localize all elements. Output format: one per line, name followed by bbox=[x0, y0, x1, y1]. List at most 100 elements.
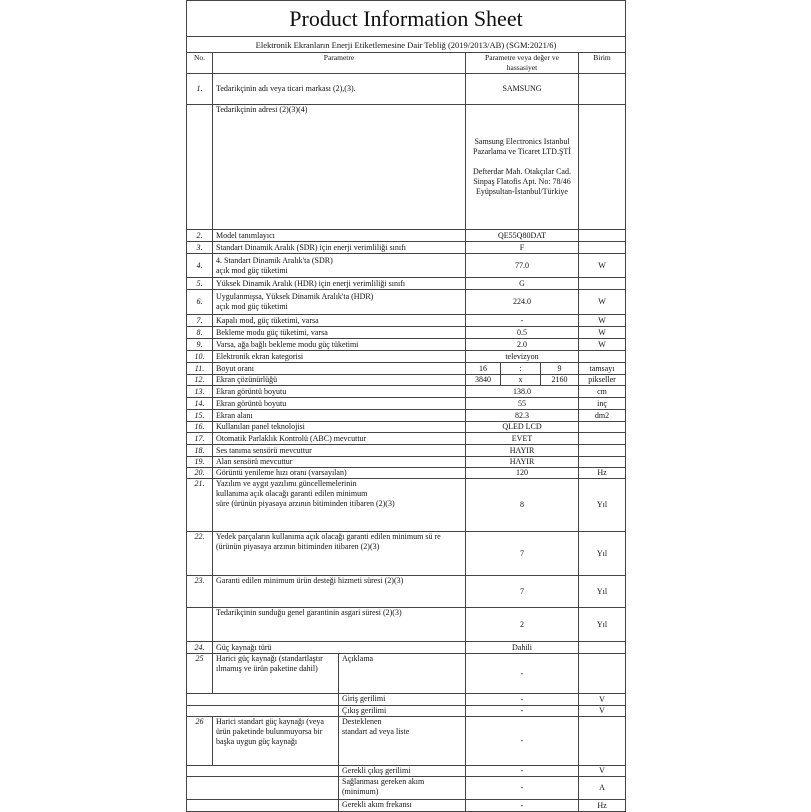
table-row: 17. Otomatik Parlaklık Kontrolü (ABC) mev… bbox=[186, 432, 627, 445]
table-row: 20. Görüntü yenileme hızı oranı (varsayıl… bbox=[186, 467, 627, 479]
parameter-value: G bbox=[465, 277, 579, 290]
parameter-label: Ekran görüntü boyutu bbox=[212, 397, 466, 410]
value-part: x bbox=[500, 374, 541, 386]
unit bbox=[577, 241, 627, 254]
unit: Yıl bbox=[577, 607, 627, 642]
parameter-value: Samsung Electronics Istanbul Pazarlama v… bbox=[465, 104, 579, 230]
sub-parameter-label: Gerekli çıkış gerilimi bbox=[338, 765, 466, 777]
parameter-value: EVET bbox=[465, 432, 579, 445]
unit: A bbox=[577, 776, 627, 800]
parameter-label: Uygulanmışsa, Yüksek Dinamik Aralık'ta (… bbox=[212, 289, 466, 315]
parameter-value: - bbox=[465, 705, 579, 717]
table-row: 10. Elektronik ekran kategorisi televizyon bbox=[186, 350, 627, 363]
row-number: 24. bbox=[186, 641, 213, 654]
row-number: 7. bbox=[186, 314, 213, 327]
parameter-label: Güç kaynağı türü bbox=[212, 641, 466, 654]
header-param: Parametre bbox=[212, 52, 466, 74]
parameter-value: 0.5 bbox=[465, 326, 579, 339]
parameter-label: Görüntü yenileme hızı oranı (varsayılan) bbox=[212, 467, 466, 479]
parameter-value: 2 bbox=[465, 607, 579, 642]
row-number: 18. bbox=[186, 444, 213, 457]
row-number: 13. bbox=[186, 385, 213, 398]
row-number: 10. bbox=[186, 350, 213, 363]
empty-cell bbox=[186, 799, 339, 812]
row-number: 6. bbox=[186, 289, 213, 315]
parameter-value: televizyon bbox=[465, 350, 579, 363]
row-number: 14. bbox=[186, 397, 213, 410]
row-number: 11. bbox=[186, 362, 213, 375]
unit: Hz bbox=[577, 467, 627, 479]
parameter-value: - bbox=[465, 693, 579, 706]
value-part: 2160 bbox=[540, 374, 579, 386]
parameter-value: 77.0 bbox=[465, 253, 579, 278]
table-row: Sağlanması gereken akım (minimum) - A bbox=[186, 776, 627, 800]
parameter-value: QLED LCD bbox=[465, 421, 579, 433]
parameter-label: Yazılım ve aygıt yazılımı güncellemeleri… bbox=[212, 478, 466, 532]
sub-parameter-label: Sağlanması gereken akım (minimum) bbox=[338, 776, 466, 800]
sub-parameter-label: Desteklenen standart ad veya liste bbox=[338, 716, 466, 766]
parameter-value: - bbox=[465, 653, 579, 694]
table-row: 8. Bekleme modu güç tüketimi, varsa 0.5 W bbox=[186, 326, 627, 339]
table-row: 22. Yedek parçaların kullanıma açık olaca… bbox=[186, 531, 627, 576]
parameter-value: Dahili bbox=[465, 641, 579, 654]
row-number: 12. bbox=[186, 374, 213, 386]
parameter-value: QE55Q80DAT bbox=[465, 229, 579, 242]
parameter-label: Harici standart güç kaynağı (veya ürün p… bbox=[212, 716, 339, 766]
parameter-label: Kullanılan panel teknolojisi bbox=[212, 421, 466, 433]
value-part: 3840 bbox=[465, 374, 501, 386]
parameter-label: Ekran çözünürlüğü bbox=[212, 374, 466, 386]
parameter-value: F bbox=[465, 241, 579, 254]
regulation-subtitle: Elektronik Ekranların Enerji Etiketlemes… bbox=[185, 36, 627, 53]
row-number: 9. bbox=[186, 338, 213, 351]
parameter-value: - bbox=[465, 799, 579, 812]
parameter-label: Model tanımlayıcı bbox=[212, 229, 466, 242]
table-row: 25 Harici güç kaynağı (standartlaştır ılm… bbox=[186, 653, 627, 694]
sub-parameter-label: Çıkış gerilimi bbox=[338, 705, 466, 717]
table-row: Tedarikçinin adresi (2)(3)(4) Samsung Ele… bbox=[186, 104, 627, 230]
page-title: Product Information Sheet bbox=[185, 0, 627, 37]
unit bbox=[577, 444, 627, 457]
unit: V bbox=[577, 705, 627, 717]
parameter-value: - bbox=[465, 765, 579, 777]
parameter-label: Tedarikçinin sunduğu genel garantinin as… bbox=[212, 607, 466, 642]
parameter-value: - bbox=[465, 314, 579, 327]
parameter-label: Varsa, ağa bağlı bekleme modu güç tüketi… bbox=[212, 338, 466, 351]
parameter-value: - bbox=[465, 776, 579, 800]
row-number: 3. bbox=[186, 241, 213, 254]
product-information-table: Product Information Sheet Elektronik Ekr… bbox=[185, 0, 627, 812]
parameter-label: Boyut oranı bbox=[212, 362, 466, 375]
parameter-label: Garanti edilen minimum ürün desteği hizm… bbox=[212, 575, 466, 608]
unit bbox=[577, 73, 627, 105]
row-number bbox=[186, 104, 213, 230]
table-row: 12. Ekran çözünürlüğü 3840 x 2160 pikseller bbox=[186, 374, 627, 386]
parameter-label: 4. Standart Dinamik Aralık'ta (SDR) açık… bbox=[212, 253, 466, 278]
row-number bbox=[186, 607, 213, 642]
table-row: 15. Ekran alanı 82.3 dm2 bbox=[186, 409, 627, 422]
empty-cell bbox=[186, 693, 339, 706]
value-part: : bbox=[500, 362, 541, 375]
unit: V bbox=[577, 693, 627, 706]
parameter-label: Elektronik ekran kategorisi bbox=[212, 350, 466, 363]
row-number: 17. bbox=[186, 432, 213, 445]
row-number: 26 bbox=[186, 716, 213, 766]
table-row: 11. Boyut oranı 16:9 tamsayı bbox=[186, 362, 627, 375]
row-number: 4. bbox=[186, 253, 213, 278]
table-row: 1. Tedarikçinin adı veya ticari markası (… bbox=[186, 73, 627, 105]
unit: dm2 bbox=[577, 409, 627, 422]
parameter-value: 7 bbox=[465, 531, 579, 576]
parameter-label: Yüksek Dinamik Aralık (HDR) için enerji … bbox=[212, 277, 466, 290]
table-row: 14. Ekran görüntü boyutu 55 inç bbox=[186, 397, 627, 410]
parameter-label: Bekleme modu güç tüketimi, varsa bbox=[212, 326, 466, 339]
unit: W bbox=[577, 314, 627, 327]
unit bbox=[577, 421, 627, 433]
table-row: 16. Kullanılan panel teknolojisi QLED LCD bbox=[186, 421, 627, 433]
table-row: 3. Standart Dinamik Aralık (SDR) için ene… bbox=[186, 241, 627, 254]
parameter-value: 120 bbox=[465, 467, 579, 479]
unit: Yıl bbox=[577, 478, 627, 532]
table-row: 4. 4. Standart Dinamik Aralık'ta (SDR) aç… bbox=[186, 253, 627, 278]
row-number: 25 bbox=[186, 653, 213, 694]
parameter-value: - bbox=[465, 716, 579, 766]
parameter-label: Ses tanıma sensörü mevcuttur bbox=[212, 444, 466, 457]
table-row: 6. Uygulanmışsa, Yüksek Dinamik Aralık'ta… bbox=[186, 289, 627, 315]
sub-parameter-label: Gerekli akım frekansı bbox=[338, 799, 466, 812]
